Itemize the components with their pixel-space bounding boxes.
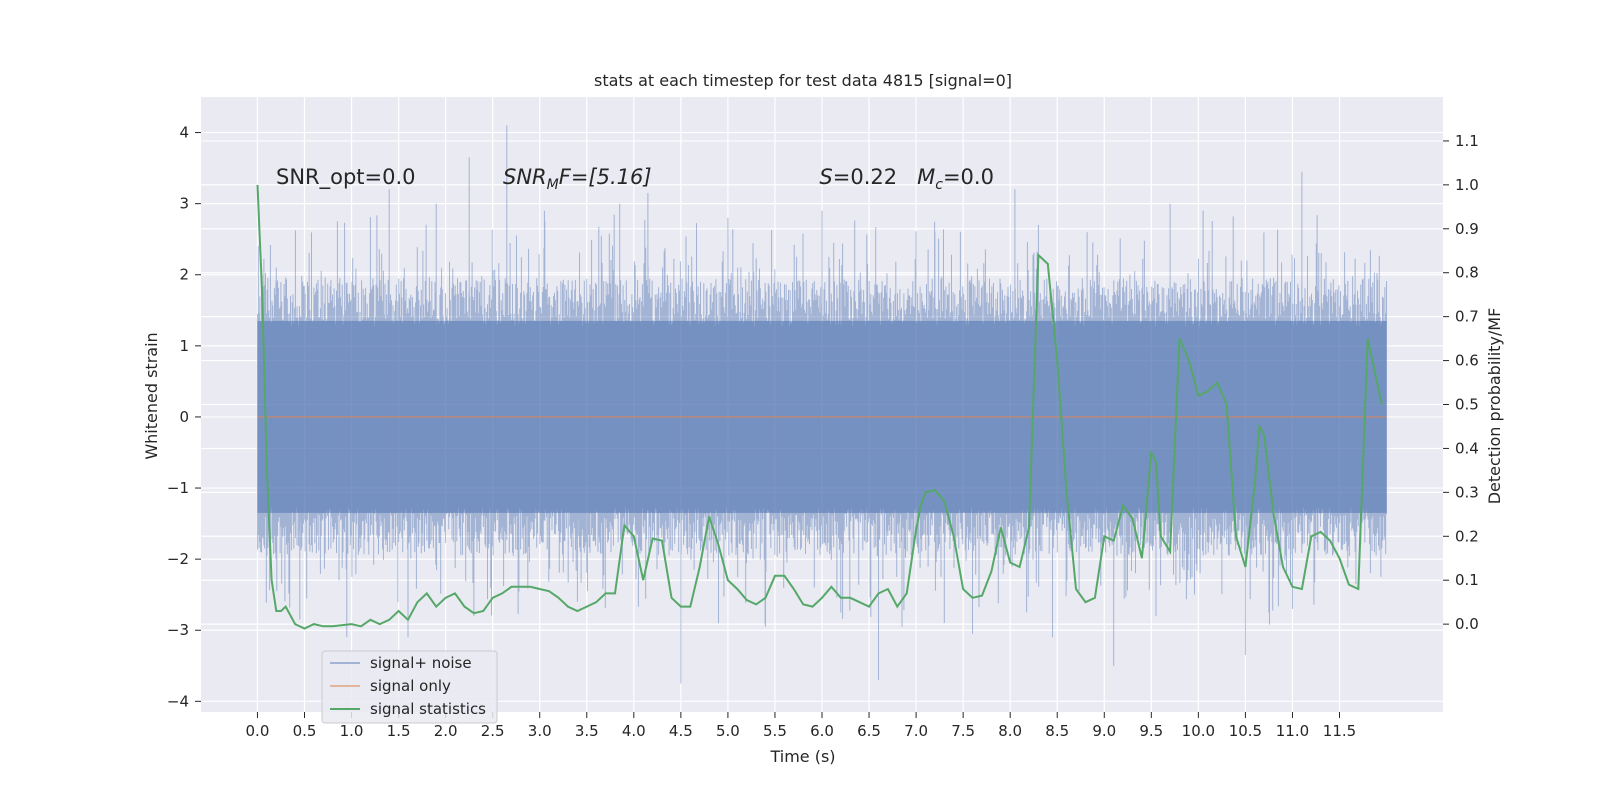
x-tick-label: 0.5	[293, 722, 317, 740]
y2-tick-label: 0.9	[1455, 220, 1479, 238]
y-tick-label: 1	[179, 337, 189, 355]
y2-tick-label: 0.3	[1455, 483, 1479, 501]
x-tick-label: 1.5	[387, 722, 411, 740]
x-tick-label: 11.0	[1276, 722, 1309, 740]
y-tick-label: 2	[179, 266, 189, 284]
y2-tick-label: 0.6	[1455, 352, 1479, 370]
x-tick-label: 5.0	[716, 722, 740, 740]
y-axis-right: 0.0 0.1 0.2 0.3 0.4 0.5 0.6 0.7 0.8 0.9 1.0 1.1	[1443, 132, 1479, 633]
y-axis-left: −4 −3 −2 −1 0 1 2 3 4	[167, 124, 201, 710]
x-tick-label: 1.0	[340, 722, 364, 740]
x-tick-label: 7.0	[904, 722, 928, 740]
y2-tick-label: 0.0	[1455, 615, 1479, 633]
annotation-snr-mf: SNRMF=[5.16]	[503, 165, 652, 193]
x-tick-label: 8.5	[1045, 722, 1069, 740]
x-tick-label: 10.0	[1182, 722, 1215, 740]
x-tick-label: 11.5	[1323, 722, 1356, 740]
y2-tick-label: 0.8	[1455, 264, 1479, 282]
x-tick-label: 2.5	[481, 722, 505, 740]
y-tick-label: −4	[167, 692, 189, 710]
x-tick-label: 2.0	[434, 722, 458, 740]
x-tick-label: 4.0	[622, 722, 646, 740]
y2-tick-label: 0.7	[1455, 308, 1479, 326]
y2-tick-label: 0.1	[1455, 571, 1479, 589]
x-tick-label: 3.0	[528, 722, 552, 740]
x-tick-label: 9.5	[1139, 722, 1163, 740]
x-axis: 0.0 0.5 1.0 1.5 2.0 2.5 3.0 3.5 4.0 4.5 5.0 5.5 6.0 6…	[246, 712, 1356, 740]
y-tick-label: 3	[179, 195, 189, 213]
y-axis-label: Whitened strain	[142, 332, 161, 459]
x-tick-label: 6.0	[810, 722, 834, 740]
y-tick-label: −3	[167, 621, 189, 639]
x-tick-label: 8.0	[998, 722, 1022, 740]
annotation-s-mc: S=0.22 Mc=0.0	[786, 165, 1014, 193]
annotation-snr-opt: SNR_opt=0.0	[276, 165, 416, 190]
y-tick-label: 4	[179, 124, 189, 142]
series-signal-statistics	[256, 184, 1383, 630]
x-axis-label: Time (s)	[769, 747, 835, 766]
legend: signal+ noise signal only signal statist…	[321, 650, 498, 724]
x-tick-label: 6.5	[857, 722, 881, 740]
y2-tick-label: 1.0	[1455, 176, 1479, 194]
y2-tick-label: 0.4	[1455, 439, 1479, 457]
y2-tick-label: 1.1	[1455, 132, 1479, 150]
x-tick-label: 5.5	[763, 722, 787, 740]
legend-label-signal-plus-noise: signal+ noise	[370, 654, 472, 672]
legend-label-signal-statistics: signal statistics	[370, 700, 486, 718]
x-tick-label: 0.0	[246, 722, 270, 740]
x-tick-label: 10.5	[1229, 722, 1262, 740]
y-tick-label: −1	[167, 479, 189, 497]
x-tick-label: 4.5	[669, 722, 693, 740]
x-tick-label: 3.5	[575, 722, 599, 740]
x-tick-label: 9.0	[1092, 722, 1116, 740]
legend-box	[321, 650, 498, 724]
y2-axis-label: Detection probability/MF	[1485, 308, 1504, 505]
legend-label-signal-only: signal only	[370, 677, 451, 695]
y-tick-label: 0	[179, 408, 189, 426]
chart-title: stats at each timestep for test data 481…	[594, 71, 1012, 90]
y-tick-label: −2	[167, 550, 189, 568]
y2-tick-label: 0.2	[1455, 527, 1479, 545]
x-tick-label: 7.5	[951, 722, 975, 740]
y2-tick-label: 0.5	[1455, 396, 1479, 414]
